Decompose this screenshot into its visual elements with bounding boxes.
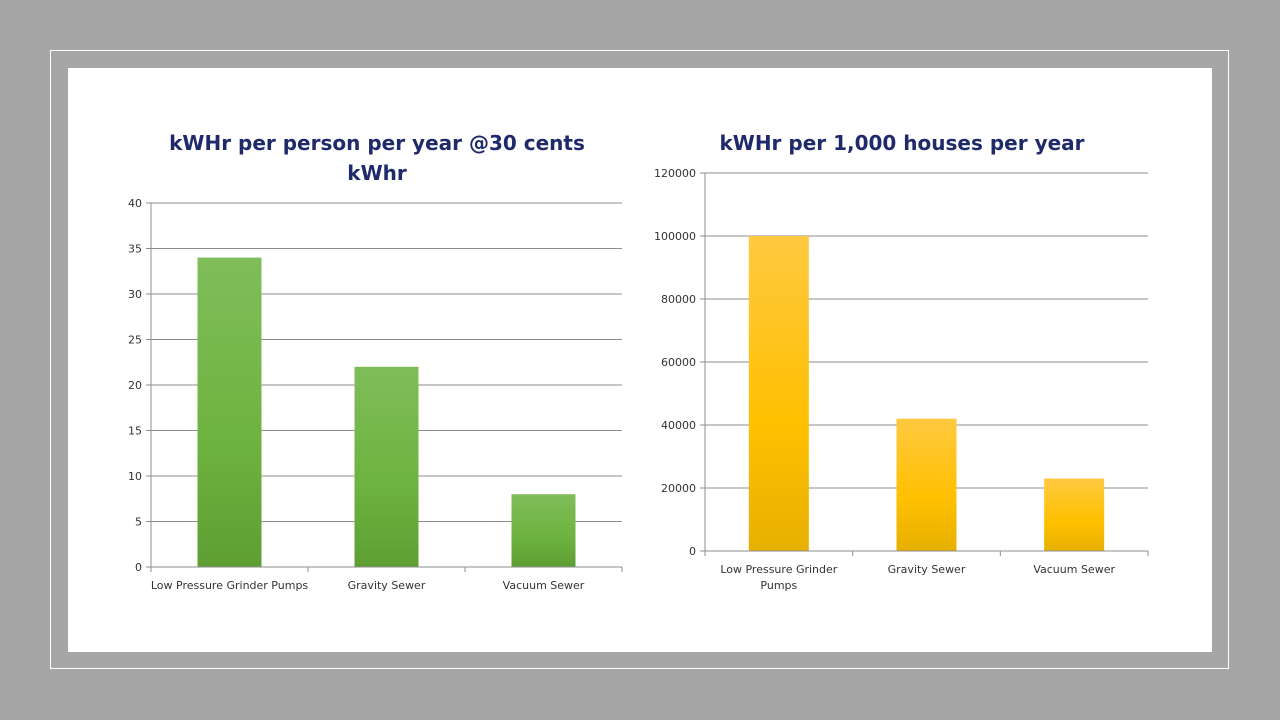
y-tick-label: 25: [128, 334, 142, 347]
y-tick-labels: 0 5 10 15 20 25 30 35 40: [128, 197, 142, 574]
bar: [197, 257, 262, 567]
axes: [146, 202, 623, 572]
y-tick-label: 35: [128, 243, 142, 256]
x-tick-label: Pumps: [760, 579, 797, 592]
bars: [748, 236, 1105, 551]
y-tick-label: 120000: [654, 167, 696, 180]
y-tick-label: 0: [689, 545, 696, 558]
bar: [511, 494, 576, 567]
x-tick-label: Vacuum Sewer: [1033, 563, 1115, 576]
x-tick-label: Gravity Sewer: [888, 563, 966, 576]
bar: [896, 418, 957, 551]
x-tick-label: Gravity Sewer: [348, 579, 426, 592]
y-tick-labels: 0 20000 40000 60000 80000 100000 120000: [654, 167, 696, 558]
y-tick-label: 5: [135, 516, 142, 529]
bar: [354, 366, 419, 567]
axes: [700, 172, 1149, 556]
chart-title: kWHr per person per year @30 cents kWhr: [169, 131, 585, 185]
y-tick-label: 60000: [661, 356, 696, 369]
y-tick-label: 0: [135, 561, 142, 574]
category-labels: Low Pressure Grinder Pumps Gravity Sewer Va…: [720, 563, 1115, 592]
bars: [197, 257, 576, 567]
y-tick-label: 15: [128, 425, 142, 438]
y-tick-label: 40: [128, 197, 142, 210]
outer-frame: [50, 50, 1229, 669]
category-labels: Low Pressure Grinder Pumps Gravity Sewer V…: [151, 579, 585, 592]
y-tick-label: 10: [128, 470, 142, 483]
chart-title: kWHr per 1,000 houses per year: [719, 131, 1084, 155]
y-tick-label: 100000: [654, 230, 696, 243]
y-tick-label: 30: [128, 288, 142, 301]
x-tick-label: Vacuum Sewer: [503, 579, 585, 592]
chart-title-line: kWHr per 1,000 houses per year: [719, 131, 1084, 155]
chart-title-line: kWHr per person per year @30 cents: [169, 131, 585, 155]
y-tick-label: 20: [128, 379, 142, 392]
y-tick-label: 80000: [661, 293, 696, 306]
bar: [1044, 478, 1105, 551]
y-tick-label: 40000: [661, 419, 696, 432]
y-tick-label: 20000: [661, 482, 696, 495]
x-tick-label: Low Pressure Grinder: [720, 563, 837, 576]
chart-left: kWHr per person per year @30 cents kWhr 0…: [128, 131, 623, 592]
bar: [748, 236, 809, 551]
x-tick-label: Low Pressure Grinder Pumps: [151, 579, 309, 592]
chart-title-line: kWhr: [347, 161, 407, 185]
